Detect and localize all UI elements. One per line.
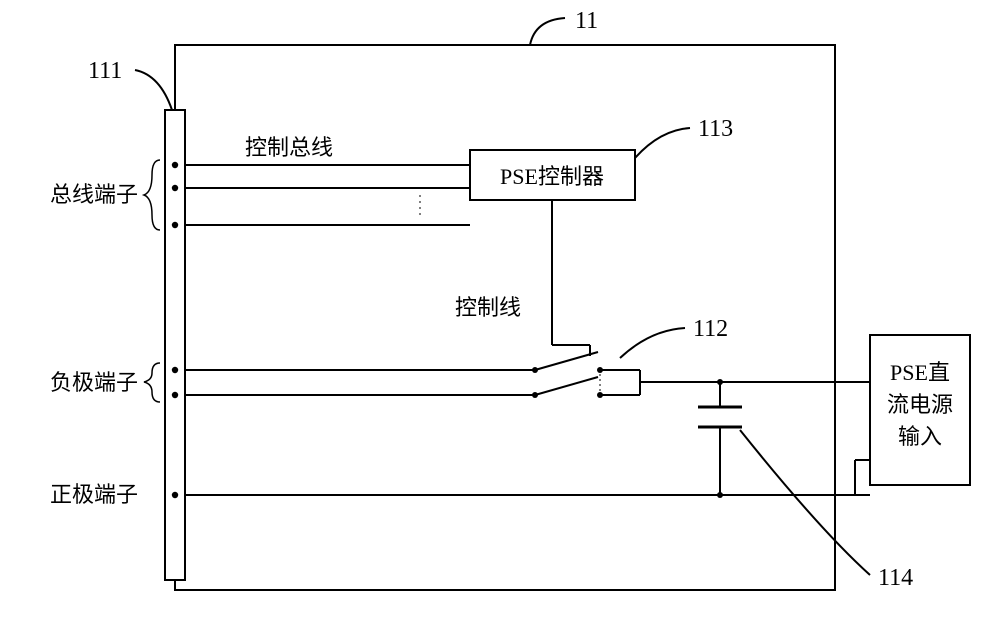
switch-1-arm xyxy=(535,352,598,370)
neg-terminal-label: 负极端子 xyxy=(50,370,138,395)
callout-114: 114 xyxy=(878,565,913,591)
bus-dot-1 xyxy=(172,162,178,168)
bus-terminal-label: 总线端子 xyxy=(50,182,138,207)
neg-brace xyxy=(144,363,160,402)
pos-dot xyxy=(172,492,178,498)
callout-11-leader xyxy=(530,18,565,45)
switch-2-arm xyxy=(535,377,598,395)
bus-dot-2 xyxy=(172,185,178,191)
pos-terminal-label: 正极端子 xyxy=(50,482,138,507)
control-bus-label: 控制总线 xyxy=(245,135,333,160)
callout-111-leader xyxy=(135,70,172,110)
pse-controller-label: PSE控制器 xyxy=(500,164,604,189)
connector-strip xyxy=(165,110,185,580)
callout-114-leader xyxy=(740,430,870,575)
neg-dot-1 xyxy=(172,367,178,373)
callout-113-leader xyxy=(635,128,690,158)
circuit-diagram: PSE控制器 控制总线 总线端子 控制线 负极端子 正极端子 xyxy=(0,0,1000,628)
callout-111: 111 xyxy=(88,58,122,84)
callout-112-leader xyxy=(620,328,685,358)
callout-113: 113 xyxy=(698,116,733,142)
neg-dot-2 xyxy=(172,392,178,398)
pse-dc-l1: PSE直 xyxy=(890,360,950,385)
bus-brace xyxy=(144,160,160,230)
bus-dot-3 xyxy=(172,222,178,228)
callout-112: 112 xyxy=(693,316,728,342)
pse-dc-l3: 输入 xyxy=(898,424,942,449)
pse-dc-l2: 流电源 xyxy=(887,392,953,417)
callout-11: 11 xyxy=(575,8,598,34)
control-line-label: 控制线 xyxy=(455,295,521,320)
